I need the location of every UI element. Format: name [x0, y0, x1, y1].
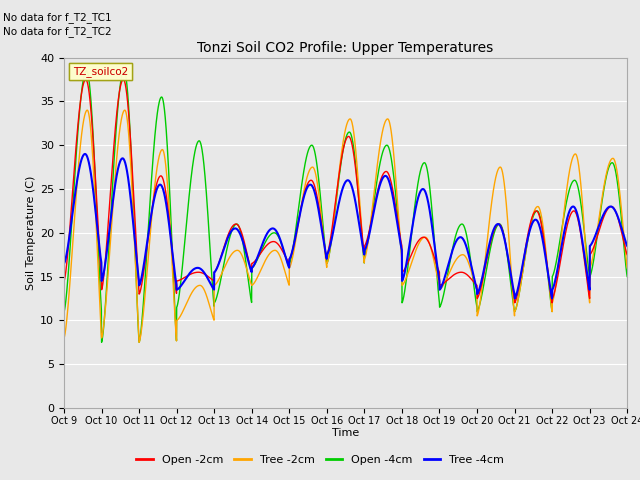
Open -2cm: [301, 190, 308, 195]
Open -4cm: [83, 68, 90, 73]
Open -2cm: [60, 278, 68, 284]
Tree -4cm: [301, 192, 308, 197]
Tree -2cm: [158, 147, 166, 153]
Text: No data for f_T2_TC2: No data for f_T2_TC2: [3, 26, 112, 37]
Legend: Open -2cm, Tree -2cm, Open -4cm, Tree -4cm: Open -2cm, Tree -2cm, Open -4cm, Tree -4…: [132, 451, 508, 469]
Tree -4cm: [612, 211, 620, 216]
Open -4cm: [552, 261, 559, 267]
Open -4cm: [276, 238, 284, 244]
Open -4cm: [125, 103, 132, 109]
Tree -4cm: [552, 275, 559, 281]
Text: No data for f_T2_TC1: No data for f_T2_TC1: [3, 12, 112, 23]
Tree -2cm: [301, 184, 308, 190]
Tree -2cm: [125, 128, 132, 134]
Tree -4cm: [158, 183, 166, 189]
Tree -4cm: [125, 177, 132, 183]
Tree -4cm: [276, 237, 284, 242]
Tree -2cm: [276, 254, 284, 260]
Open -2cm: [623, 252, 631, 258]
Open -4cm: [612, 173, 620, 179]
Tree -2cm: [623, 265, 631, 271]
Title: Tonzi Soil CO2 Profile: Upper Temperatures: Tonzi Soil CO2 Profile: Upper Temperatur…: [198, 41, 493, 55]
Open -2cm: [552, 284, 559, 289]
Open -4cm: [60, 309, 68, 314]
Open -2cm: [276, 244, 284, 250]
Tree -2cm: [60, 335, 68, 341]
Open -2cm: [612, 211, 620, 216]
Line: Tree -2cm: Tree -2cm: [64, 110, 627, 342]
Tree -4cm: [60, 261, 68, 266]
Tree -4cm: [623, 243, 631, 249]
Tree -2cm: [612, 166, 620, 171]
Open -4cm: [301, 163, 308, 168]
X-axis label: Time: Time: [332, 429, 359, 438]
Line: Tree -4cm: Tree -4cm: [64, 154, 627, 299]
Tree -2cm: [83, 108, 91, 113]
Tree -2cm: [135, 339, 143, 345]
Open -4cm: [623, 274, 631, 279]
Tree -4cm: [548, 296, 556, 301]
Open -2cm: [82, 77, 90, 83]
Tree -2cm: [552, 281, 559, 287]
Open -4cm: [158, 95, 166, 100]
Line: Open -4cm: Open -4cm: [64, 71, 627, 342]
Tree -4cm: [81, 151, 89, 157]
Open -4cm: [98, 339, 106, 345]
Open -2cm: [548, 300, 556, 306]
Legend: TZ_soilco2: TZ_soilco2: [69, 63, 132, 80]
Y-axis label: Soil Temperature (C): Soil Temperature (C): [26, 176, 36, 290]
Open -2cm: [125, 108, 132, 114]
Open -2cm: [158, 174, 166, 180]
Line: Open -2cm: Open -2cm: [64, 80, 627, 303]
